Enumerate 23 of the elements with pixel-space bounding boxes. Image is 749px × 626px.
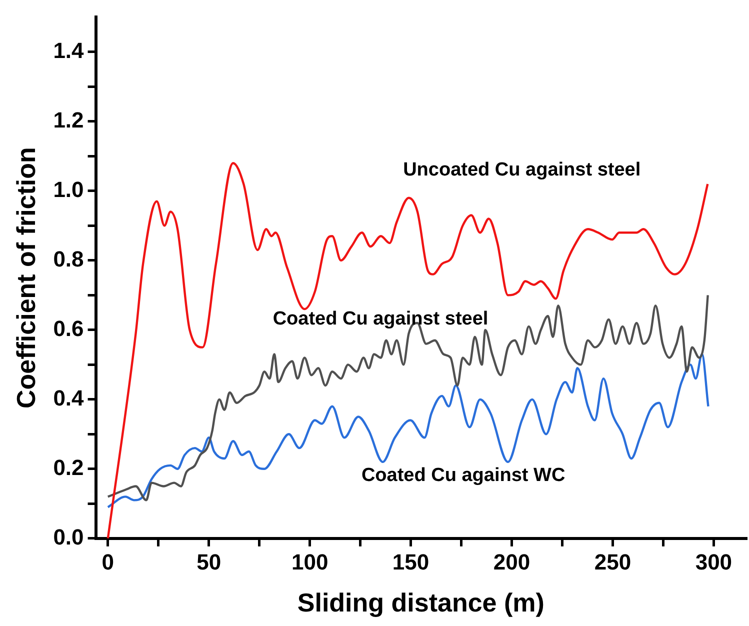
x-tick-label: 200 xyxy=(493,550,530,575)
series-label: Coated Cu against steel xyxy=(272,308,488,330)
y-tick-label: 0.4 xyxy=(53,385,85,410)
x-tick-label: 50 xyxy=(196,550,222,575)
x-axis-title: Sliding distance (m) xyxy=(297,588,544,618)
x-tick-label: 0 xyxy=(102,550,114,575)
x-tick-label: 300 xyxy=(695,550,732,575)
x-tick-label: 150 xyxy=(392,550,430,575)
y-tick-label: 0.0 xyxy=(53,524,84,550)
line-series xyxy=(106,162,709,538)
x-tick-label: 100 xyxy=(291,550,328,575)
y-axis-title: Coefficient of friction xyxy=(10,147,41,409)
y-tick-label: 0.6 xyxy=(53,316,84,341)
series-label: Uncoated Cu against steel xyxy=(403,159,641,180)
line-series xyxy=(106,294,709,502)
line-series xyxy=(106,353,710,508)
y-tick-label: 1.0 xyxy=(53,176,84,202)
x-tick-label: 250 xyxy=(594,550,632,575)
y-tick-label: 0.2 xyxy=(53,454,84,480)
y-tick-label: 1.2 xyxy=(53,108,84,133)
y-tick-label: 0.8 xyxy=(53,246,84,272)
series-label: Coated Cu against WC xyxy=(361,465,566,486)
y-tick-label: 1.4 xyxy=(53,38,85,64)
